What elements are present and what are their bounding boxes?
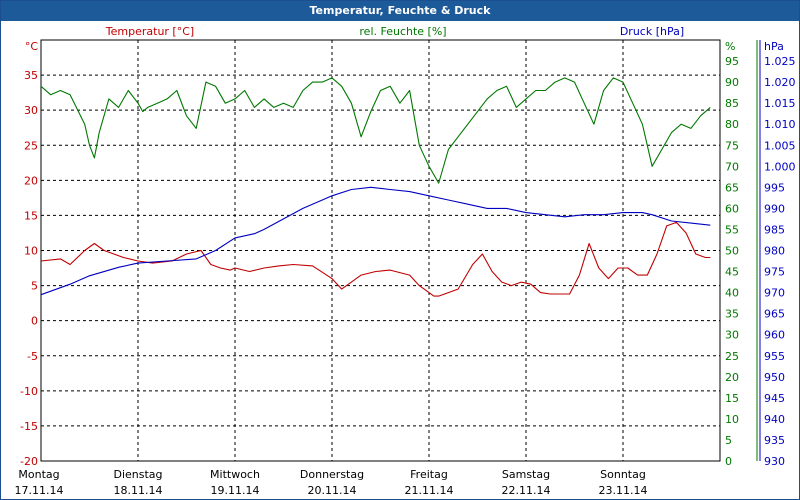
humidity-tick-label: 60 — [725, 202, 739, 215]
pressure-unit-label: hPa — [764, 40, 784, 53]
temp-tick-label: 0 — [31, 315, 38, 328]
temp-tick-label: 5 — [31, 280, 38, 293]
pressure-tick-label: 985 — [764, 223, 785, 236]
pressure-tick-label: 950 — [764, 371, 785, 384]
pressure-tick-label: 940 — [764, 413, 785, 426]
temperature-series-line — [40, 221, 711, 297]
x-date-label: 21.11.14 — [405, 484, 454, 497]
humidity-tick-label: 70 — [725, 160, 739, 173]
pressure-series-line — [40, 186, 711, 296]
pressure-tick-label: 1.010 — [764, 118, 796, 131]
pressure-axis-title: Druck [hPa] — [620, 25, 684, 38]
x-day-label: Dienstag — [113, 468, 162, 481]
pressure-tick-label: 980 — [764, 245, 785, 258]
temp-tick-label: 20 — [24, 174, 38, 187]
humidity-tick-label: 80 — [725, 118, 739, 131]
humidity-tick-label: 35 — [725, 308, 739, 321]
x-day-label: Freitag — [410, 468, 448, 481]
humidity-tick-label: 25 — [725, 350, 739, 363]
x-date-label: 17.11.14 — [15, 484, 64, 497]
temp-tick-label: 25 — [24, 139, 38, 152]
humidity-tick-label: 40 — [725, 287, 739, 300]
pressure-tick-label: 1.020 — [764, 76, 796, 89]
pressure-tick-label: 960 — [764, 329, 785, 342]
temp-tick-label: 30 — [24, 104, 38, 117]
pressure-tick-label: 1.015 — [764, 97, 796, 110]
x-date-label: 18.11.14 — [114, 484, 163, 497]
temp-tick-label: -20 — [20, 455, 38, 468]
pressure-tick-label: 1.005 — [764, 139, 796, 152]
humidity-tick-label: 0 — [725, 455, 732, 468]
humidity-tick-label: 95 — [725, 55, 739, 68]
humidity-tick-label: 10 — [725, 413, 739, 426]
x-day-label: Sonntag — [600, 468, 646, 481]
humidity-axis-title: rel. Feuchte [%] — [359, 25, 446, 38]
pressure-tick-label: 975 — [764, 266, 785, 279]
pressure-tick-label: 1.000 — [764, 160, 796, 173]
pressure-tick-label: 935 — [764, 434, 785, 447]
pressure-tick-label: 990 — [764, 202, 785, 215]
humidity-tick-label: 65 — [725, 181, 739, 194]
temp-tick-label: -10 — [20, 385, 38, 398]
x-date-label: 20.11.14 — [308, 484, 357, 497]
temperature-axis-title: Temperatur [°C] — [105, 25, 194, 38]
temp-tick-label: 15 — [24, 209, 38, 222]
x-date-label: 19.11.14 — [211, 484, 260, 497]
humidity-tick-label: 45 — [725, 266, 739, 279]
humidity-tick-label: 55 — [725, 223, 739, 236]
humidity-unit-label: % — [725, 40, 735, 53]
pressure-tick-label: 970 — [764, 287, 785, 300]
x-date-label: 23.11.14 — [599, 484, 648, 497]
temp-tick-label: 10 — [24, 245, 38, 258]
temp-tick-label: -15 — [20, 420, 38, 433]
pressure-tick-label: 930 — [764, 455, 785, 468]
humidity-tick-label: 75 — [725, 139, 739, 152]
pressure-tick-label: 965 — [764, 308, 785, 321]
humidity-tick-label: 20 — [725, 371, 739, 384]
humidity-tick-label: 85 — [725, 97, 739, 110]
chart-title: Temperatur, Feuchte & Druck — [1, 1, 799, 21]
humidity-tick-label: 15 — [725, 392, 739, 405]
temp-tick-label: -5 — [27, 350, 38, 363]
x-date-label: 22.11.14 — [502, 484, 551, 497]
pressure-tick-label: 1.025 — [764, 55, 796, 68]
temp-tick-label: 35 — [24, 69, 38, 82]
x-day-label: Montag — [18, 468, 59, 481]
x-day-label: Samstag — [502, 468, 550, 481]
pressure-tick-label: 955 — [764, 350, 785, 363]
temp-unit-label: °C — [25, 40, 39, 53]
pressure-tick-label: 995 — [764, 181, 785, 194]
humidity-series-line — [40, 77, 711, 184]
x-day-label: Mittwoch — [210, 468, 260, 481]
x-day-label: Donnerstag — [300, 468, 364, 481]
humidity-tick-label: 90 — [725, 76, 739, 89]
humidity-tick-label: 30 — [725, 329, 739, 342]
pressure-tick-label: 945 — [764, 392, 785, 405]
humidity-tick-label: 5 — [725, 434, 732, 447]
humidity-tick-label: 50 — [725, 245, 739, 258]
